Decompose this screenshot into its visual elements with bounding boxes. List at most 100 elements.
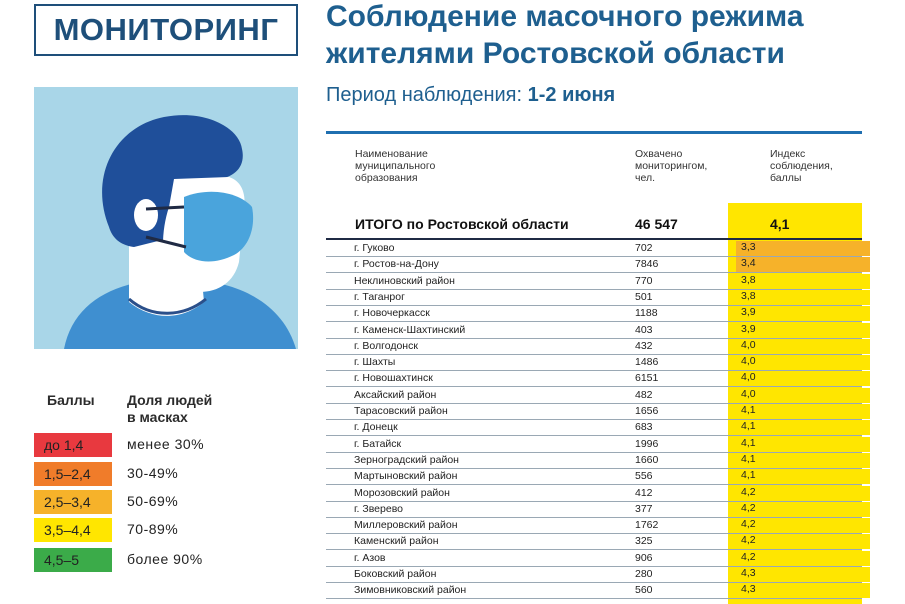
row-municipality: г. Волгодонск	[354, 339, 418, 352]
row-index: 4,2	[736, 501, 870, 517]
row-municipality: г. Новочеркасск	[354, 307, 430, 320]
row-municipality: Неклиновский район	[354, 274, 455, 287]
row-municipality: г. Гуково	[354, 242, 395, 254]
row-index: 4,2	[736, 534, 870, 550]
legend-row: 3,5–4,4 70-89%	[34, 518, 324, 542]
row-count: 377	[635, 502, 653, 515]
row-index: 4,2	[736, 485, 870, 501]
row-count: 280	[635, 568, 653, 580]
row-count: 1188	[635, 307, 658, 320]
row-count: 683	[635, 421, 653, 434]
row-index: 4,1	[736, 404, 870, 419]
row-count: 560	[635, 584, 653, 597]
row-index: 4,0	[736, 387, 870, 403]
legend-row: 2,5–3,4 50-69%	[34, 490, 324, 514]
legend-share: 30-49%	[127, 465, 179, 481]
row-municipality: Зерноградский район	[354, 453, 459, 466]
table-row: Зерноградский район 1660 4,1	[326, 452, 870, 469]
row-index: 4,1	[736, 469, 870, 485]
row-municipality: Тарасовский район	[354, 405, 448, 417]
row-index: 4,0	[736, 371, 870, 387]
table-row: Зимовниковский район 560 4,3	[326, 583, 870, 600]
row-municipality: г. Донецк	[354, 421, 398, 434]
row-index: 4,1	[736, 420, 870, 436]
header-index: Индекс соблюдения, баллы	[770, 148, 833, 184]
row-count: 1996	[635, 437, 659, 450]
table-row: г. Ростов-на-Дону 7846 3,4	[326, 257, 870, 274]
row-index: 4,1	[736, 452, 870, 468]
row-count: 1762	[635, 519, 659, 532]
period-label: Период наблюдения:	[326, 84, 523, 106]
row-municipality: г. Таганрог	[354, 290, 405, 303]
row-index: 4,1	[736, 436, 870, 452]
row-count: 556	[635, 470, 653, 483]
legend-share: 70-89%	[127, 521, 179, 537]
table-row: г. Донецк 683 4,1	[326, 420, 870, 437]
legend-row: 4,5–5 более 90%	[34, 548, 324, 572]
row-index: 4,0	[736, 338, 870, 354]
table-row: г. Каменск-Шахтинский 403 3,9	[326, 322, 870, 339]
legend-share: более 90%	[127, 551, 203, 567]
row-municipality: Миллеровский район	[354, 519, 458, 532]
row-municipality: Мартыновский район	[354, 470, 458, 483]
legend-share: менее 30%	[127, 436, 205, 452]
row-municipality: г. Новошахтинск	[354, 372, 433, 385]
row-index: 4,0	[736, 355, 870, 371]
table-row: Неклиновский район 770 3,8	[326, 273, 870, 290]
table-row: Миллеровский район 1762 4,2	[326, 518, 870, 535]
table-row: г. Батайск 1996 4,1	[326, 436, 870, 453]
header-covered: Охвачено мониторингом, чел.	[635, 148, 708, 184]
row-count: 906	[635, 551, 653, 564]
row-count: 482	[635, 388, 653, 401]
legend-chip: 2,5–3,4	[34, 490, 112, 514]
legend-chip: 1,5–2,4	[34, 462, 112, 486]
table-row: Аксайский район 482 4,0	[326, 387, 870, 404]
row-count: 501	[635, 290, 653, 303]
table-top-rule	[326, 131, 862, 134]
row-municipality: г. Ростов-на-Дону	[354, 258, 439, 271]
row-count: 6151	[635, 372, 659, 385]
row-index: 3,3	[736, 241, 870, 256]
row-index: 3,4	[736, 257, 870, 273]
row-count: 432	[635, 339, 653, 352]
title-line-2: жителями Ростовской области	[326, 37, 785, 70]
total-name: ИТОГО по Ростовской области	[355, 216, 569, 232]
table-row: г. Таганрог 501 3,8	[326, 289, 870, 306]
legend-chip: 3,5–4,4	[34, 518, 112, 542]
legend-row: до 1,4 менее 30%	[34, 433, 324, 457]
row-index: 3,8	[736, 273, 870, 289]
observation-period: Период наблюдения: 1-2 июня	[326, 84, 615, 107]
legend-header-share: Доля людей в масках	[127, 392, 213, 425]
row-count: 412	[635, 486, 653, 499]
row-municipality: Аксайский район	[354, 388, 437, 401]
legend-chip: 4,5–5	[34, 548, 112, 572]
legend-chip: до 1,4	[34, 433, 112, 457]
monitoring-badge: МОНИТОРИНГ	[34, 4, 298, 56]
row-municipality: Морозовский район	[354, 486, 450, 499]
table-row: Каменский район 325 4,2	[326, 534, 870, 551]
row-index: 4,2	[736, 550, 870, 566]
table-row: г. Новочеркасск 1188 3,9	[326, 306, 870, 323]
period-value: 1-2 июня	[527, 84, 616, 106]
row-index: 3,8	[736, 289, 870, 305]
legend-row: 1,5–2,4 30-49%	[34, 462, 324, 486]
row-municipality: г. Шахты	[354, 356, 396, 369]
table-row: Боковский район 280 4,3	[326, 567, 870, 583]
table-row: г. Волгодонск 432 4,0	[326, 338, 870, 355]
row-count: 770	[635, 274, 653, 287]
title-line-1: Соблюдение масочного режима	[326, 0, 804, 33]
row-index: 3,9	[736, 306, 870, 322]
total-count: 46 547	[635, 216, 678, 232]
masked-person-illustration	[34, 87, 298, 349]
row-municipality: г. Азов	[354, 551, 386, 564]
row-index: 4,3	[736, 567, 870, 582]
table-row: Морозовский район 412 4,2	[326, 485, 870, 502]
row-index: 4,3	[736, 583, 870, 599]
row-count: 1656	[635, 405, 659, 417]
total-rule	[326, 238, 862, 240]
table-row: г. Новошахтинск 6151 4,0	[326, 371, 870, 388]
row-count: 7846	[635, 258, 659, 271]
legend-share: 50-69%	[127, 493, 179, 509]
row-index: 3,9	[736, 322, 870, 338]
row-municipality: г. Каменск-Шахтинский	[354, 323, 466, 336]
